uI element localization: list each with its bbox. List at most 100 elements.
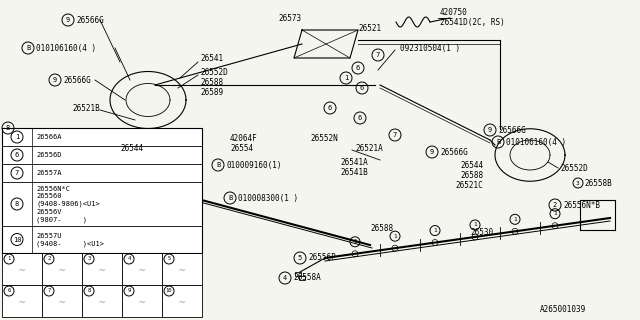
Text: 26558B: 26558B	[584, 179, 612, 188]
Text: 26544: 26544	[460, 161, 483, 170]
Text: 26556N*C
265560
(9408-9806)<U1>
26556V
(9807-     ): 26556N*C 265560 (9408-9806)<U1> 26556V (…	[36, 186, 100, 222]
Text: 9: 9	[53, 77, 57, 83]
Text: 1: 1	[353, 239, 357, 244]
Text: 3: 3	[88, 257, 91, 261]
Bar	[162, 285, 202, 317]
Text: B: B	[216, 162, 220, 168]
Text: 26541D(2C, RS): 26541D(2C, RS)	[440, 18, 505, 27]
Bar	[162, 253, 202, 285]
Text: 6: 6	[360, 85, 364, 91]
Text: 26552N: 26552N	[310, 133, 338, 142]
Text: 26589: 26589	[200, 87, 223, 97]
Text: ~: ~	[138, 266, 146, 276]
Text: 6: 6	[358, 115, 362, 121]
Text: 26521: 26521	[358, 23, 381, 33]
Text: 010009160(1): 010009160(1)	[226, 161, 282, 170]
Text: 2: 2	[47, 257, 51, 261]
Text: ~: ~	[178, 298, 186, 308]
Text: 26588: 26588	[370, 223, 393, 233]
Text: ~: ~	[178, 266, 186, 276]
Text: 26588: 26588	[200, 77, 223, 86]
Bar	[82, 285, 122, 317]
Text: B: B	[496, 139, 500, 145]
Text: 6: 6	[8, 289, 11, 293]
Bar	[122, 253, 162, 285]
Text: 1: 1	[513, 217, 517, 222]
Text: 26566G: 26566G	[76, 15, 104, 25]
Text: 010106160(4 ): 010106160(4 )	[36, 44, 96, 52]
Text: 6: 6	[356, 65, 360, 71]
Bar	[2, 253, 42, 285]
Text: 10: 10	[166, 289, 172, 293]
Bar	[299, 276, 305, 280]
Text: 7: 7	[376, 52, 380, 58]
Text: 9: 9	[488, 127, 492, 133]
Text: 7: 7	[47, 289, 51, 293]
Text: 8: 8	[6, 125, 10, 131]
Text: 26566A: 26566A	[36, 134, 61, 140]
Text: 2: 2	[553, 202, 557, 208]
Text: 26554: 26554	[230, 143, 253, 153]
Text: 26541A: 26541A	[340, 157, 368, 166]
Text: 26557U
(9408-     )<U1>: 26557U (9408- )<U1>	[36, 233, 104, 246]
Text: B: B	[228, 195, 232, 201]
Text: 5: 5	[298, 255, 302, 261]
Bar	[295, 272, 301, 276]
Text: 6: 6	[328, 105, 332, 111]
Text: 6: 6	[15, 152, 19, 158]
Text: ~: ~	[98, 266, 106, 276]
Text: 26552D: 26552D	[560, 164, 588, 172]
Text: 26558A: 26558A	[293, 274, 321, 283]
Text: 26521C: 26521C	[455, 180, 483, 189]
Text: 26541: 26541	[200, 53, 223, 62]
Text: 1: 1	[8, 257, 11, 261]
Text: 1: 1	[473, 222, 477, 228]
Text: 092310504(1 ): 092310504(1 )	[400, 44, 460, 52]
Text: 26573: 26573	[278, 13, 301, 22]
Text: 26521A: 26521A	[355, 143, 383, 153]
Text: 26566G: 26566G	[498, 125, 525, 134]
Text: ~: ~	[18, 266, 26, 276]
Text: 26566G: 26566G	[63, 76, 91, 84]
Text: ~: ~	[18, 298, 26, 308]
Bar	[2, 128, 202, 253]
Text: 26566G: 26566G	[440, 148, 468, 156]
Text: ~: ~	[138, 298, 146, 308]
Text: 3: 3	[576, 180, 580, 186]
Bar	[42, 253, 82, 285]
Text: 8: 8	[88, 289, 91, 293]
Text: 26530: 26530	[470, 228, 493, 236]
Text: 26552D: 26552D	[200, 68, 228, 76]
Text: 26521B: 26521B	[72, 103, 100, 113]
Text: 4: 4	[127, 257, 131, 261]
Text: 10: 10	[13, 236, 21, 243]
Text: ~: ~	[58, 298, 66, 308]
Text: 9: 9	[66, 17, 70, 23]
Text: 5: 5	[168, 257, 171, 261]
Text: 26544: 26544	[120, 143, 143, 153]
Text: 1: 1	[433, 228, 437, 233]
Text: 4: 4	[283, 275, 287, 281]
Text: 8: 8	[15, 201, 19, 207]
Text: B: B	[26, 45, 30, 51]
Text: 26588: 26588	[460, 171, 483, 180]
Text: 7: 7	[393, 132, 397, 138]
Text: 1: 1	[344, 75, 348, 81]
Text: 420750: 420750	[440, 7, 468, 17]
Text: ~: ~	[58, 266, 66, 276]
Text: 010106160(4 ): 010106160(4 )	[506, 138, 566, 147]
Text: 1: 1	[15, 134, 19, 140]
Bar	[122, 285, 162, 317]
Text: 7: 7	[15, 170, 19, 176]
Text: 1: 1	[393, 234, 397, 239]
Text: 26556N*B: 26556N*B	[563, 201, 600, 210]
Text: 26556D: 26556D	[36, 152, 61, 158]
Bar	[42, 285, 82, 317]
Bar	[82, 253, 122, 285]
Text: 9: 9	[127, 289, 131, 293]
Text: 9: 9	[430, 149, 434, 155]
Text: ~: ~	[98, 298, 106, 308]
Text: 26556P: 26556P	[308, 253, 336, 262]
Text: 010008300(1 ): 010008300(1 )	[238, 194, 298, 203]
Text: 26557A: 26557A	[36, 170, 61, 176]
